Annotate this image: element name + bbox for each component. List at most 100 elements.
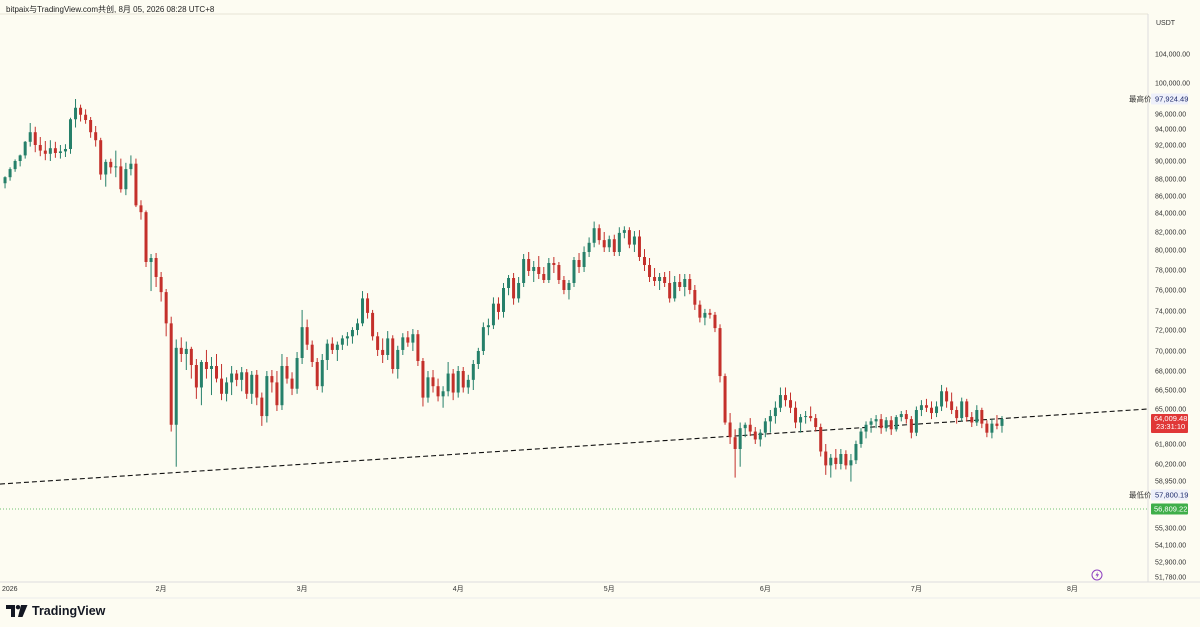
- candle-body: [642, 257, 646, 265]
- candle-body: [738, 428, 742, 449]
- candle-body: [280, 366, 284, 406]
- candle-body: [970, 417, 974, 423]
- candle-body: [602, 240, 606, 248]
- candle-body: [854, 444, 858, 461]
- price-tick-label: 54,100.00: [1155, 543, 1186, 550]
- candle-body: [381, 349, 385, 355]
- candle-body: [441, 391, 445, 397]
- candle-body: [758, 432, 762, 440]
- candle-body: [124, 169, 128, 190]
- candle-body: [743, 424, 747, 429]
- candle-body: [275, 382, 279, 406]
- bar-countdown: 23:31:10: [1156, 422, 1185, 431]
- candle-body: [698, 304, 702, 318]
- time-axis-ticks: 2026 2月 3月 4月 5月 6月 7月 8月: [2, 585, 1078, 593]
- candle-body: [391, 338, 395, 369]
- candle-body: [512, 278, 516, 299]
- tradingview-logo-icon: [6, 605, 28, 617]
- candles-group: [3, 99, 1004, 482]
- candle-body: [990, 423, 994, 433]
- candle-body: [235, 373, 239, 380]
- candle-body: [240, 372, 244, 380]
- candle-body: [179, 347, 183, 354]
- candle-body: [577, 260, 581, 267]
- current-price-value: 64,009.48: [1154, 414, 1187, 423]
- low-price-marker: 最低价 57,800.19: [1129, 489, 1188, 501]
- candle-body: [300, 327, 304, 358]
- price-tick-label: 74,000.00: [1155, 309, 1186, 316]
- candle-body: [814, 418, 818, 428]
- candle-body: [164, 292, 168, 324]
- lightning-icon[interactable]: [1091, 569, 1103, 581]
- candle-body: [199, 362, 203, 388]
- candle-body: [426, 377, 430, 398]
- candle-body: [507, 278, 511, 288]
- candle-body: [678, 282, 682, 287]
- candle-body: [945, 391, 949, 402]
- candle-body: [18, 155, 22, 161]
- candle-body: [396, 349, 400, 369]
- candle-body: [33, 132, 37, 145]
- candle-body: [824, 451, 828, 466]
- candle-body: [960, 401, 964, 419]
- candle-body: [914, 410, 918, 433]
- candle-body: [783, 395, 787, 401]
- candle-body: [471, 364, 475, 380]
- candle-body: [48, 148, 52, 154]
- candle-body: [361, 298, 365, 324]
- low-price-box: [1151, 489, 1188, 501]
- candle-body: [68, 119, 72, 149]
- candle-body: [919, 405, 923, 411]
- candle-body: [3, 177, 7, 184]
- candle-body: [79, 107, 83, 115]
- candle-body: [965, 401, 969, 418]
- time-tick-label: 6月: [760, 585, 771, 593]
- candle-body: [904, 414, 908, 420]
- candle-body: [330, 343, 334, 350]
- candle-body: [889, 420, 893, 430]
- candle-body: [184, 348, 188, 354]
- candle-body: [572, 260, 576, 283]
- candle-body: [728, 422, 732, 438]
- candle-body: [366, 298, 370, 313]
- candle-body: [592, 228, 596, 243]
- candle-body: [265, 376, 269, 417]
- candle-body: [522, 259, 526, 283]
- candle-body: [935, 406, 939, 414]
- candle-body: [552, 263, 556, 265]
- candle-body: [557, 265, 561, 280]
- candle-body: [466, 379, 470, 388]
- candle-body: [129, 163, 133, 170]
- candle-body: [537, 267, 541, 274]
- time-tick-label: 4月: [453, 585, 464, 593]
- candle-body: [612, 239, 616, 252]
- candle-body: [63, 149, 67, 152]
- candle-body: [562, 280, 566, 290]
- candle-body: [446, 373, 450, 392]
- high-price-tag: 最高价: [1129, 93, 1152, 103]
- candle-body: [481, 327, 485, 351]
- candle-body: [809, 416, 813, 419]
- price-tick-label: 52,900.00: [1155, 560, 1186, 567]
- candle-body: [114, 166, 118, 168]
- price-tick-label: 65,000.00: [1155, 407, 1186, 414]
- price-tick-label: 90,000.00: [1155, 159, 1186, 166]
- candle-body: [119, 166, 123, 190]
- candle-body: [663, 277, 667, 283]
- price-tick-label: 68,000.00: [1155, 369, 1186, 376]
- candle-body: [975, 410, 979, 423]
- time-tick-label: 3月: [297, 585, 308, 593]
- candle-body: [844, 454, 848, 466]
- candle-body: [653, 277, 657, 281]
- candle-body: [325, 343, 329, 360]
- current-price-box: [1151, 413, 1188, 433]
- candle-body: [869, 421, 873, 425]
- candle-body: [819, 427, 823, 452]
- candle-body: [169, 323, 173, 425]
- price-tick-label: 51,780.00: [1155, 575, 1186, 582]
- candle-body: [386, 338, 390, 355]
- price-tick-label: 94,000.00: [1155, 127, 1186, 134]
- candle-body: [149, 258, 153, 262]
